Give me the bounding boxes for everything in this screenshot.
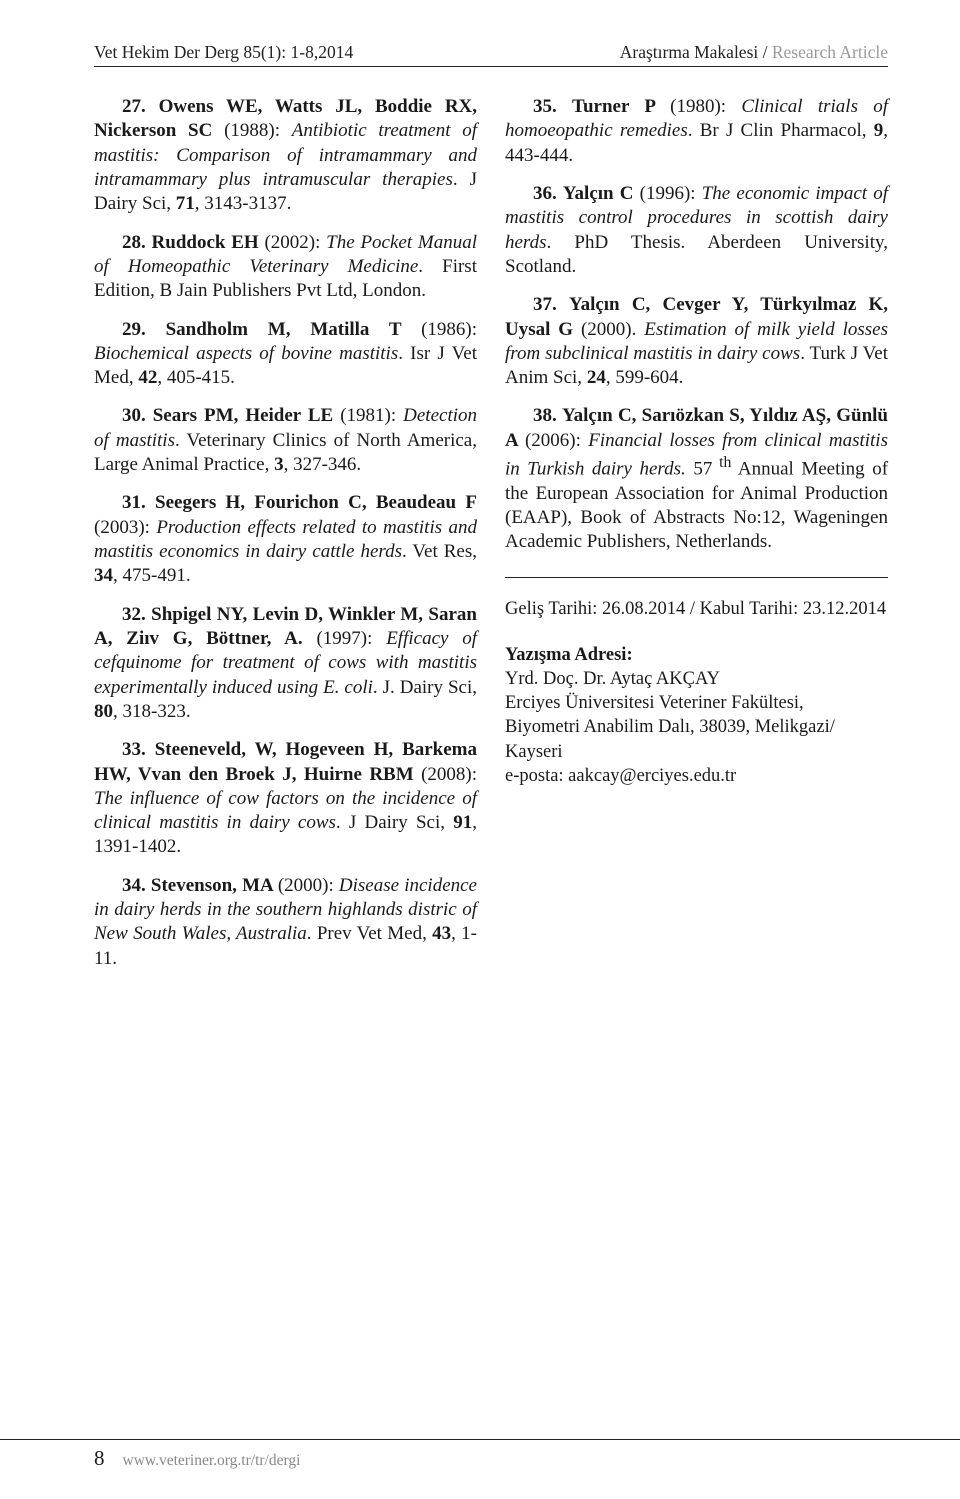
header-left: Vet Hekim Der Derg 85(1): 1-8,2014 xyxy=(94,42,353,63)
reference-item: 36. Yalçın C (1996): The economic impact… xyxy=(505,182,888,279)
reference-item: 27. Owens WE, Watts JL, Boddie RX, Nicke… xyxy=(94,95,477,217)
reference-item: 33. Steeneveld, W, Hogeveen H, Barkema H… xyxy=(94,738,477,860)
footer-url: www.veteriner.org.tr/tr/dergi xyxy=(123,1452,301,1470)
reference-item: 29. Sandholm M, Matilla T (1986): Bioche… xyxy=(94,318,477,391)
page-footer: 8 www.veteriner.org.tr/tr/dergi xyxy=(0,1439,960,1471)
submission-dates: Geliş Tarihi: 26.08.2014 / Kabul Tarihi:… xyxy=(505,598,888,622)
running-header: Vet Hekim Der Derg 85(1): 1-8,2014 Araşt… xyxy=(94,42,888,63)
reference-item: 37. Yalçın C, Cevger Y, Türkyılmaz K, Uy… xyxy=(505,293,888,390)
header-rule xyxy=(94,66,888,67)
reference-item: 32. Shpigel NY, Levin D, Winkler M, Sara… xyxy=(94,603,477,725)
reference-item: 30. Sears PM, Heider LE (1981): Detectio… xyxy=(94,404,477,477)
section-separator xyxy=(505,577,888,578)
reference-columns: 27. Owens WE, Watts JL, Boddie RX, Nicke… xyxy=(94,95,888,985)
reference-item: 38. Yalçın C, Sarıözkan S, Yıldız AŞ, Gü… xyxy=(505,404,888,554)
reference-item: 34. Stevenson, MA (2000): Disease incide… xyxy=(94,874,477,971)
reference-item: 28. Ruddock EH (2002): The Pocket Manual… xyxy=(94,231,477,304)
correspondence-address: Yazışma Adresi: Yrd. Doç. Dr. Aytaç AKÇA… xyxy=(505,643,888,787)
reference-item: 35. Turner P (1980): Clinical trials of … xyxy=(505,95,888,168)
header-right: Araştırma Makalesi / Research Article xyxy=(620,42,888,63)
page-number: 8 xyxy=(94,1446,105,1471)
reference-item: 31. Seegers H, Fourichon C, Beaudeau F (… xyxy=(94,491,477,588)
